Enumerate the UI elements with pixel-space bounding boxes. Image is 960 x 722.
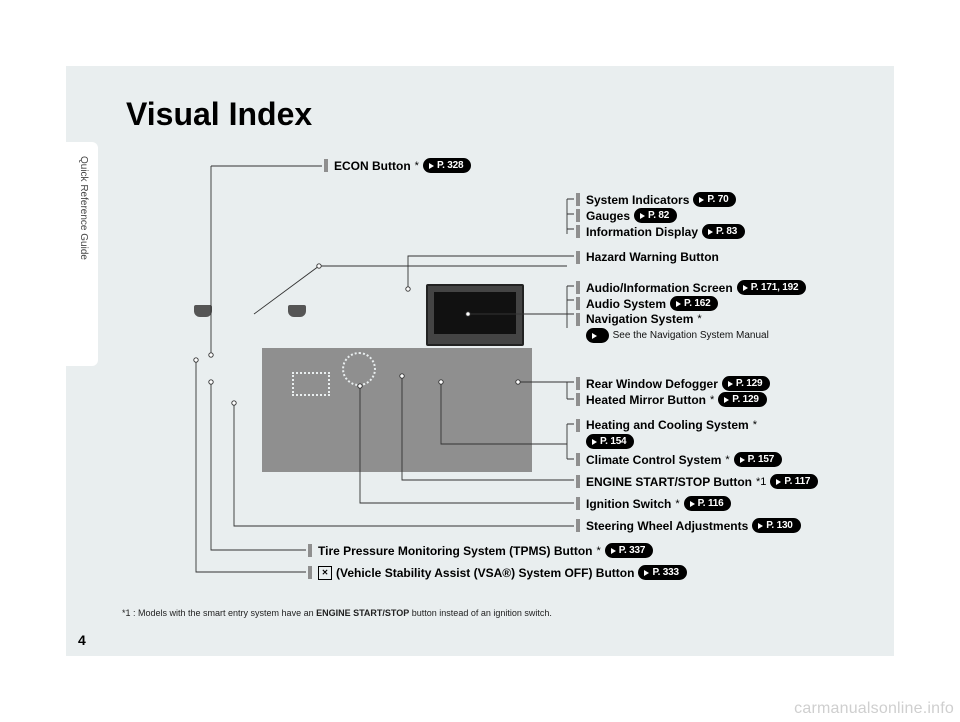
label-tpms: Tire Pressure Monitoring System (TPMS) B… <box>308 543 653 558</box>
label-text: Heated Mirror Button <box>586 393 706 407</box>
label-text: Information Display <box>586 225 698 239</box>
page-ref-pill: P. 70 <box>693 192 736 207</box>
label-text: Gauges <box>586 209 630 223</box>
label-text: Hazard Warning Button <box>586 250 719 264</box>
page-ref-pill: P. 82 <box>634 208 677 223</box>
label-text: ENGINE START/STOP Button <box>586 475 752 489</box>
label-heating-cooling-page: P. 154 <box>586 434 634 449</box>
label-vsa: ✕ (Vehicle Stability Assist (VSA®) Syste… <box>308 565 687 580</box>
label-text: (Vehicle Stability Assist (VSA®) System … <box>336 566 634 580</box>
label-audio-screen: Audio/Information Screen P. 171, 192 <box>576 280 806 295</box>
label-text: Audio/Information Screen <box>586 281 733 295</box>
page-ref-pill: P. 129 <box>718 392 766 407</box>
page-ref-pill: P. 162 <box>670 296 718 311</box>
label-climate: Climate Control System* P. 157 <box>576 452 782 467</box>
page-ref-pill: P. 333 <box>638 565 686 580</box>
label-engine-start: ENGINE START/STOP Button*1 P. 117 <box>576 474 818 489</box>
label-rear-defogger: Rear Window Defogger P. 129 <box>576 376 770 391</box>
label-text: Ignition Switch <box>586 497 671 511</box>
label-text: Steering Wheel Adjustments <box>586 519 748 533</box>
page-ref-pill: P. 117 <box>770 474 818 489</box>
label-subnote: See the Navigation System Manual <box>613 330 769 341</box>
label-text: Tire Pressure Monitoring System (TPMS) B… <box>318 544 592 558</box>
callouts: ECON Button* P. 328 System Indicators P.… <box>66 66 894 656</box>
label-econ: ECON Button* P. 328 <box>324 158 471 173</box>
page-ref-pill: P. 171, 192 <box>737 280 807 295</box>
page-ref-pill: P. 129 <box>722 376 770 391</box>
page-ref-pill: P. 83 <box>702 224 745 239</box>
label-heated-mirror: Heated Mirror Button* P. 129 <box>576 392 767 407</box>
watermark: carmanualsonline.info <box>794 700 954 718</box>
see-pill <box>586 328 609 343</box>
page-ref-pill: P. 328 <box>423 158 471 173</box>
page-ref-pill: P. 130 <box>752 518 800 533</box>
label-info-display: Information Display P. 83 <box>576 224 745 239</box>
label-navigation: Navigation System* <box>576 312 702 326</box>
label-text: Heating and Cooling System <box>586 418 749 432</box>
label-audio-system: Audio System P. 162 <box>576 296 718 311</box>
label-text: System Indicators <box>586 193 689 207</box>
manual-page: Quick Reference Guide Visual Index <box>66 66 894 656</box>
footnote: *1 : Models with the smart entry system … <box>122 608 552 618</box>
label-navigation-note: See the Navigation System Manual <box>586 328 769 343</box>
label-system-indicators: System Indicators P. 70 <box>576 192 736 207</box>
page-ref-pill: P. 154 <box>586 434 634 449</box>
label-steering: Steering Wheel Adjustments P. 130 <box>576 518 801 533</box>
label-hazard: Hazard Warning Button <box>576 250 719 264</box>
label-text: Rear Window Defogger <box>586 377 718 391</box>
label-text: Climate Control System <box>586 453 721 467</box>
page-number: 4 <box>78 632 86 648</box>
page-ref-pill: P. 337 <box>605 543 653 558</box>
label-gauges: Gauges P. 82 <box>576 208 677 223</box>
label-text: ECON Button <box>334 159 411 173</box>
label-ignition: Ignition Switch* P. 116 <box>576 496 731 511</box>
page-ref-pill: P. 157 <box>734 452 782 467</box>
page-ref-pill: P. 116 <box>684 496 732 511</box>
label-text: Navigation System <box>586 312 693 326</box>
label-text: Audio System <box>586 297 666 311</box>
vsa-off-icon: ✕ <box>318 566 332 580</box>
label-heating-cooling: Heating and Cooling System* <box>576 418 757 432</box>
